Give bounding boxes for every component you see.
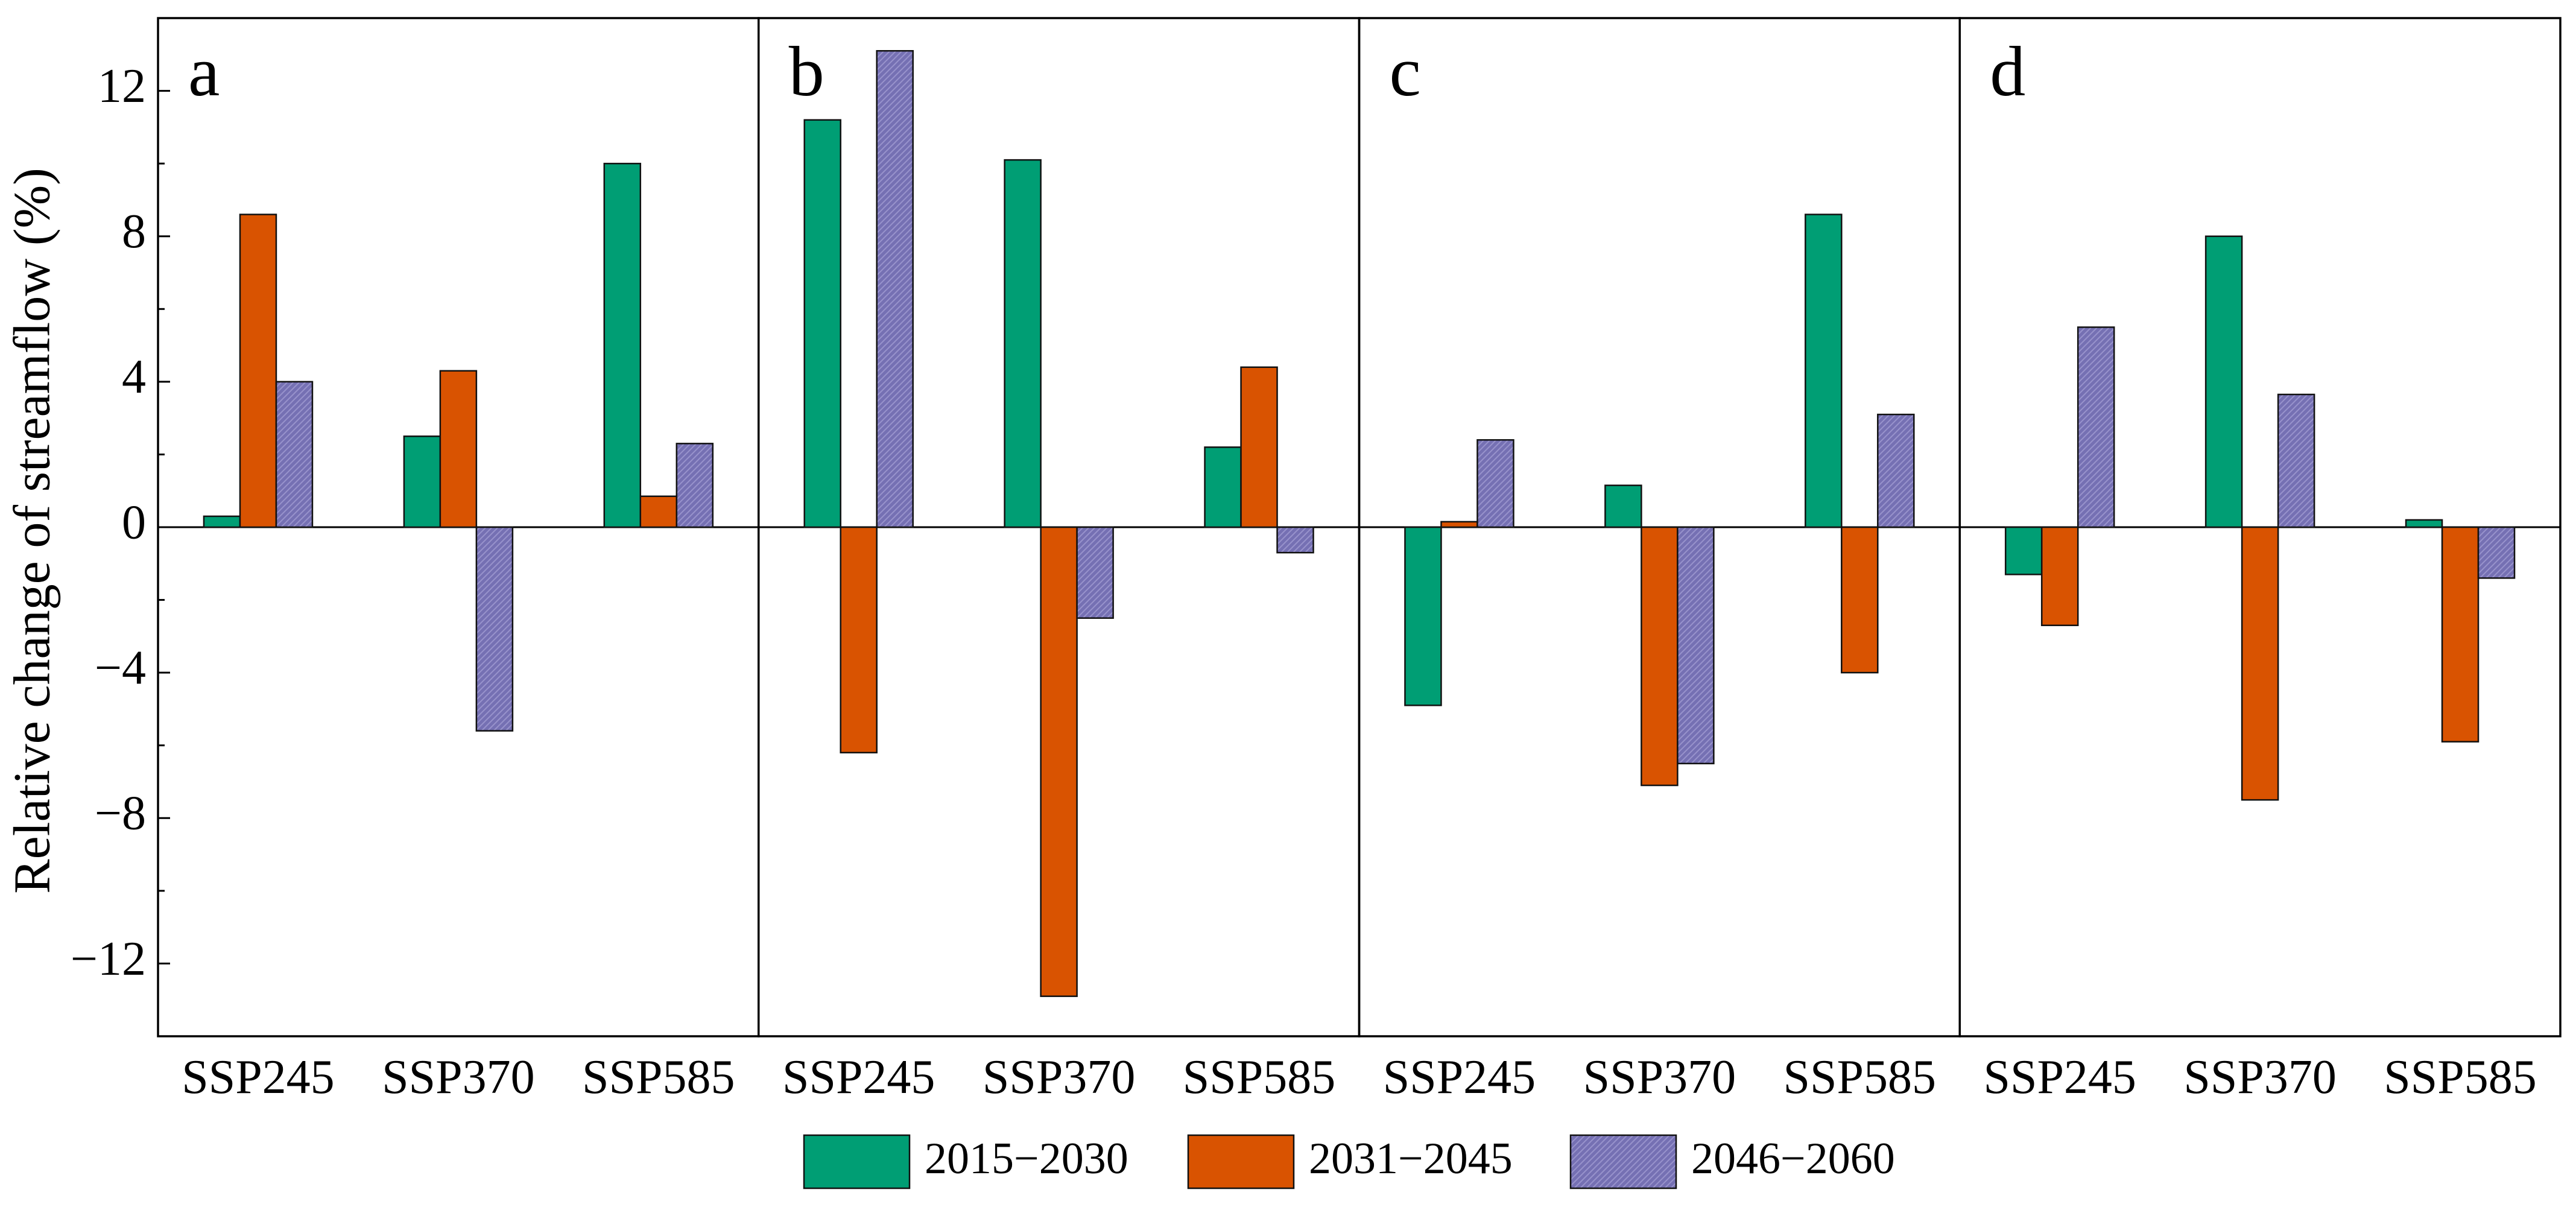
bar-c-ssp585-series1 [1805, 214, 1843, 528]
bar-b-ssp585-series3 [1276, 526, 1314, 554]
legend-label: 2031−2045 [1309, 1134, 1513, 1183]
bar-b-ssp245-series3 [876, 50, 914, 528]
x-tick-label: SSP245 [1383, 1051, 1536, 1104]
bar-d-ssp585-series1 [2405, 519, 2443, 528]
panel-a: SSP245 SSP370 SSP585 a [157, 17, 760, 1104]
bar-b-ssp370-series3 [1076, 526, 1114, 619]
y-tick-label: 4 [122, 350, 146, 404]
legend-swatch [1187, 1134, 1295, 1189]
y-tick-label: −12 [71, 933, 146, 986]
y-tick-label: −4 [95, 642, 146, 695]
bar-a-ssp585-series2 [639, 495, 678, 528]
bar-b-ssp245-series1 [803, 119, 841, 528]
bar-c-ssp585-series3 [1877, 413, 1915, 528]
y-axis-label: Relative change of streamflow (%) [3, 168, 61, 894]
x-tick-label: SSP370 [983, 1051, 1135, 1104]
panel-label: c [1390, 32, 1421, 111]
bar-d-ssp585-series2 [2441, 526, 2479, 743]
bar-a-ssp370-series1 [403, 435, 441, 528]
bar-a-ssp245-series1 [203, 515, 241, 528]
y-tick-label: −8 [95, 787, 146, 840]
legend-swatch [1569, 1134, 1677, 1189]
x-tick-label: SSP370 [1583, 1051, 1736, 1104]
panel-d: SSP245 SSP370 SSP585 d [1958, 17, 2562, 1104]
bar-c-ssp585-series2 [1841, 526, 1879, 674]
x-tick-label: SSP245 [182, 1051, 334, 1104]
bar-c-ssp245-series3 [1476, 439, 1514, 528]
bar-b-ssp245-series2 [840, 526, 878, 754]
panel-frame [1958, 17, 2562, 1037]
y-tick-label: 8 [122, 205, 146, 258]
bar-d-ssp585-series3 [2477, 526, 2516, 579]
bar-a-ssp585-series1 [603, 162, 642, 528]
bar-c-ssp370-series3 [1677, 526, 1715, 765]
x-tick-label: SSP245 [782, 1051, 935, 1104]
x-tick-label: SSP370 [2183, 1051, 2336, 1104]
y-tick-label: 0 [122, 496, 146, 549]
y-tick-label: 12 [98, 60, 146, 113]
panel-label: a [188, 32, 220, 111]
bar-c-ssp245-series2 [1440, 521, 1478, 528]
bar-d-ssp370-series3 [2277, 393, 2315, 528]
y-axis: −12 −8 −4 0 4 8 12 [71, 60, 170, 986]
bar-d-ssp245-series3 [2077, 326, 2115, 528]
x-tick-label: SSP585 [1783, 1051, 1936, 1104]
bar-c-ssp370-series2 [1641, 526, 1679, 787]
x-tick-label: SSP585 [582, 1051, 735, 1104]
x-tick-label: SSP370 [382, 1051, 534, 1104]
panel-label: b [789, 32, 824, 111]
panel-b: SSP245 SSP370 SSP585 b [758, 17, 1361, 1104]
bar-b-ssp585-series1 [1204, 446, 1242, 528]
bar-d-ssp245-series1 [2004, 526, 2043, 575]
bar-d-ssp245-series2 [2040, 526, 2079, 627]
bar-a-ssp370-series2 [439, 370, 478, 528]
x-tick-label: SSP245 [1983, 1051, 2136, 1104]
bar-a-ssp245-series3 [275, 381, 314, 528]
bar-a-ssp370-series3 [475, 526, 514, 732]
bar-a-ssp585-series3 [676, 443, 714, 528]
legend-label: 2046−2060 [1691, 1134, 1895, 1183]
bar-b-ssp585-series2 [1240, 366, 1278, 528]
x-tick-label: SSP585 [1183, 1051, 1335, 1104]
bar-c-ssp370-series1 [1604, 484, 1642, 528]
panel-label: d [1990, 32, 2025, 111]
bar-d-ssp370-series1 [2204, 235, 2243, 528]
bar-b-ssp370-series1 [1004, 159, 1042, 528]
bar-b-ssp370-series2 [1040, 526, 1078, 997]
bar-d-ssp370-series2 [2241, 526, 2279, 801]
bar-a-ssp245-series2 [239, 214, 277, 528]
legend-label: 2015−2030 [925, 1134, 1128, 1183]
legend-swatch [803, 1134, 911, 1189]
bar-c-ssp245-series1 [1404, 526, 1442, 706]
panel-c: SSP245 SSP370 SSP585 c [1358, 17, 1961, 1104]
legend: 2015−2030 2031−2045 2046−2060 [803, 1134, 1895, 1189]
x-tick-label: SSP585 [2384, 1051, 2536, 1104]
